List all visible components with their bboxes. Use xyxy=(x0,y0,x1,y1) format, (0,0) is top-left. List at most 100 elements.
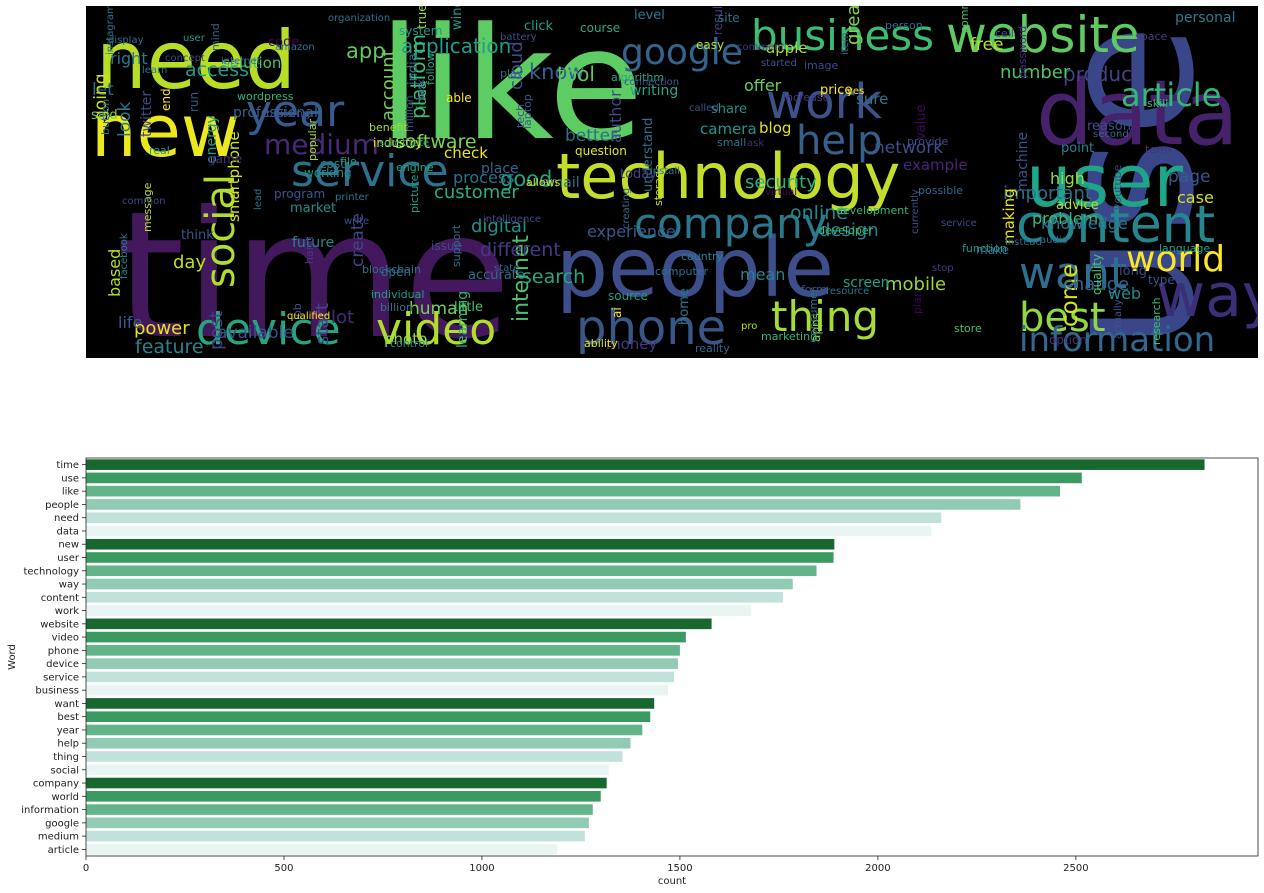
cloud-word: file xyxy=(340,155,357,168)
cloud-word: game xyxy=(208,152,242,166)
y-tick-label: website xyxy=(40,619,79,630)
bar-like xyxy=(86,485,1061,497)
cloud-word: resource xyxy=(826,286,869,297)
cloud-word: different xyxy=(480,239,561,261)
cloud-word: click xyxy=(524,19,554,34)
bar-google xyxy=(86,817,589,829)
cloud-word: benefit xyxy=(369,121,408,134)
cloud-word: platform xyxy=(406,34,430,119)
cloud-word: know xyxy=(529,60,585,84)
cloud-word: said xyxy=(91,108,118,123)
cloud-word: source xyxy=(608,289,648,303)
cloud-word: experience xyxy=(587,222,676,241)
cloud-word: picture xyxy=(408,174,421,213)
cloud-word: application xyxy=(401,34,511,58)
cloud-word: feature xyxy=(135,336,204,358)
cloud-word: best xyxy=(1019,295,1106,341)
cloud-word: task xyxy=(416,79,427,100)
cloud-word: device xyxy=(196,304,341,355)
cloud-word: code xyxy=(268,35,299,50)
cloud-word: design xyxy=(819,220,879,241)
cloud-word: world xyxy=(1126,239,1225,280)
cloud-word: concept xyxy=(165,53,205,64)
cloud-word: quality xyxy=(1090,254,1104,295)
cloud-word: intelligence xyxy=(483,214,541,225)
cloud-word: reason xyxy=(1087,119,1131,134)
cloud-word: provide xyxy=(907,135,949,148)
cloud-word: service xyxy=(291,146,449,197)
cloud-word: want xyxy=(1019,248,1127,299)
cloud-word: start xyxy=(312,303,333,345)
cloud-word: new xyxy=(91,89,240,173)
cloud-word: case xyxy=(1177,188,1214,207)
cloud-word: follow xyxy=(424,53,437,85)
cloud-word: message xyxy=(141,182,154,232)
cloud-word: social xyxy=(198,174,244,288)
cloud-word: real xyxy=(149,144,170,157)
y-tick-label: information xyxy=(21,805,79,816)
cloud-word: little xyxy=(454,300,483,315)
cloud-word: software xyxy=(395,131,477,153)
bar-technology xyxy=(86,565,817,577)
cloud-word: item xyxy=(840,32,851,55)
bar-work xyxy=(86,605,752,616)
cloud-word: mean xyxy=(740,265,785,284)
y-tick-label: use xyxy=(61,473,79,484)
x-tick-label: 1500 xyxy=(667,863,692,874)
cloud-word: post xyxy=(206,311,227,350)
bar-use xyxy=(86,472,1082,484)
cloud-word: idea xyxy=(415,81,430,109)
y-tick-label: company xyxy=(33,779,79,790)
cloud-word: day xyxy=(173,252,206,273)
y-tick-label: world xyxy=(51,792,79,803)
bar-social xyxy=(86,764,609,776)
cloud-word: tech xyxy=(514,104,527,128)
cloud-word: service xyxy=(941,218,977,229)
bar-best xyxy=(86,711,651,722)
cloud-word: web xyxy=(1108,284,1141,303)
cloud-word: account xyxy=(378,49,399,121)
cloud-word: access xyxy=(185,59,249,81)
cloud-word: hand xyxy=(303,236,316,264)
word-cloud: time use like people need data new user technolo… xyxy=(86,6,1258,358)
y-tick-label: year xyxy=(57,725,80,736)
cloud-word: time xyxy=(116,175,511,358)
bar-new xyxy=(86,538,835,550)
cloud-word: like xyxy=(378,6,644,175)
cloud-word: place xyxy=(481,161,519,177)
cloud-word: accurate xyxy=(468,268,525,283)
cloud-word: blockchain xyxy=(362,263,421,276)
cloud-word: people xyxy=(556,221,834,316)
cloud-word: apple xyxy=(766,39,808,57)
cloud-word: option xyxy=(1049,333,1087,347)
cloud-word: high xyxy=(1050,169,1085,188)
cloud-word: printer xyxy=(335,192,370,203)
cloud-word: year xyxy=(246,86,345,137)
cloud-word: internet xyxy=(221,56,261,67)
cloud-word: battery xyxy=(500,32,537,43)
cloud-word: customer xyxy=(434,182,519,203)
cloud-word: use xyxy=(1019,24,1235,351)
cloud-word: qualified xyxy=(287,311,330,322)
cloud-word: create xyxy=(348,213,368,267)
cloud-word: think xyxy=(181,228,214,243)
y-tick-label: data xyxy=(56,526,79,537)
cloud-word: data xyxy=(1036,61,1239,166)
bar-world xyxy=(86,790,601,802)
cloud-word: right xyxy=(110,49,148,68)
bar-phone xyxy=(86,645,680,656)
cloud-word: allows xyxy=(526,176,561,189)
cloud-word: cell xyxy=(995,27,1014,40)
cloud-word: smartphone xyxy=(225,131,243,222)
cloud-word: today xyxy=(620,167,657,182)
cloud-word: example xyxy=(903,156,968,174)
cloud-word: problem xyxy=(1032,209,1098,228)
cloud-word: write xyxy=(344,216,369,227)
cloud-word: currently xyxy=(910,189,921,234)
cloud-word: level xyxy=(634,8,665,23)
cloud-word: great xyxy=(843,6,864,45)
cloud-word: consumer xyxy=(807,287,820,342)
y-tick-label: business xyxy=(35,686,79,697)
cloud-word: second xyxy=(1093,129,1129,140)
cloud-word: phone xyxy=(576,300,726,356)
